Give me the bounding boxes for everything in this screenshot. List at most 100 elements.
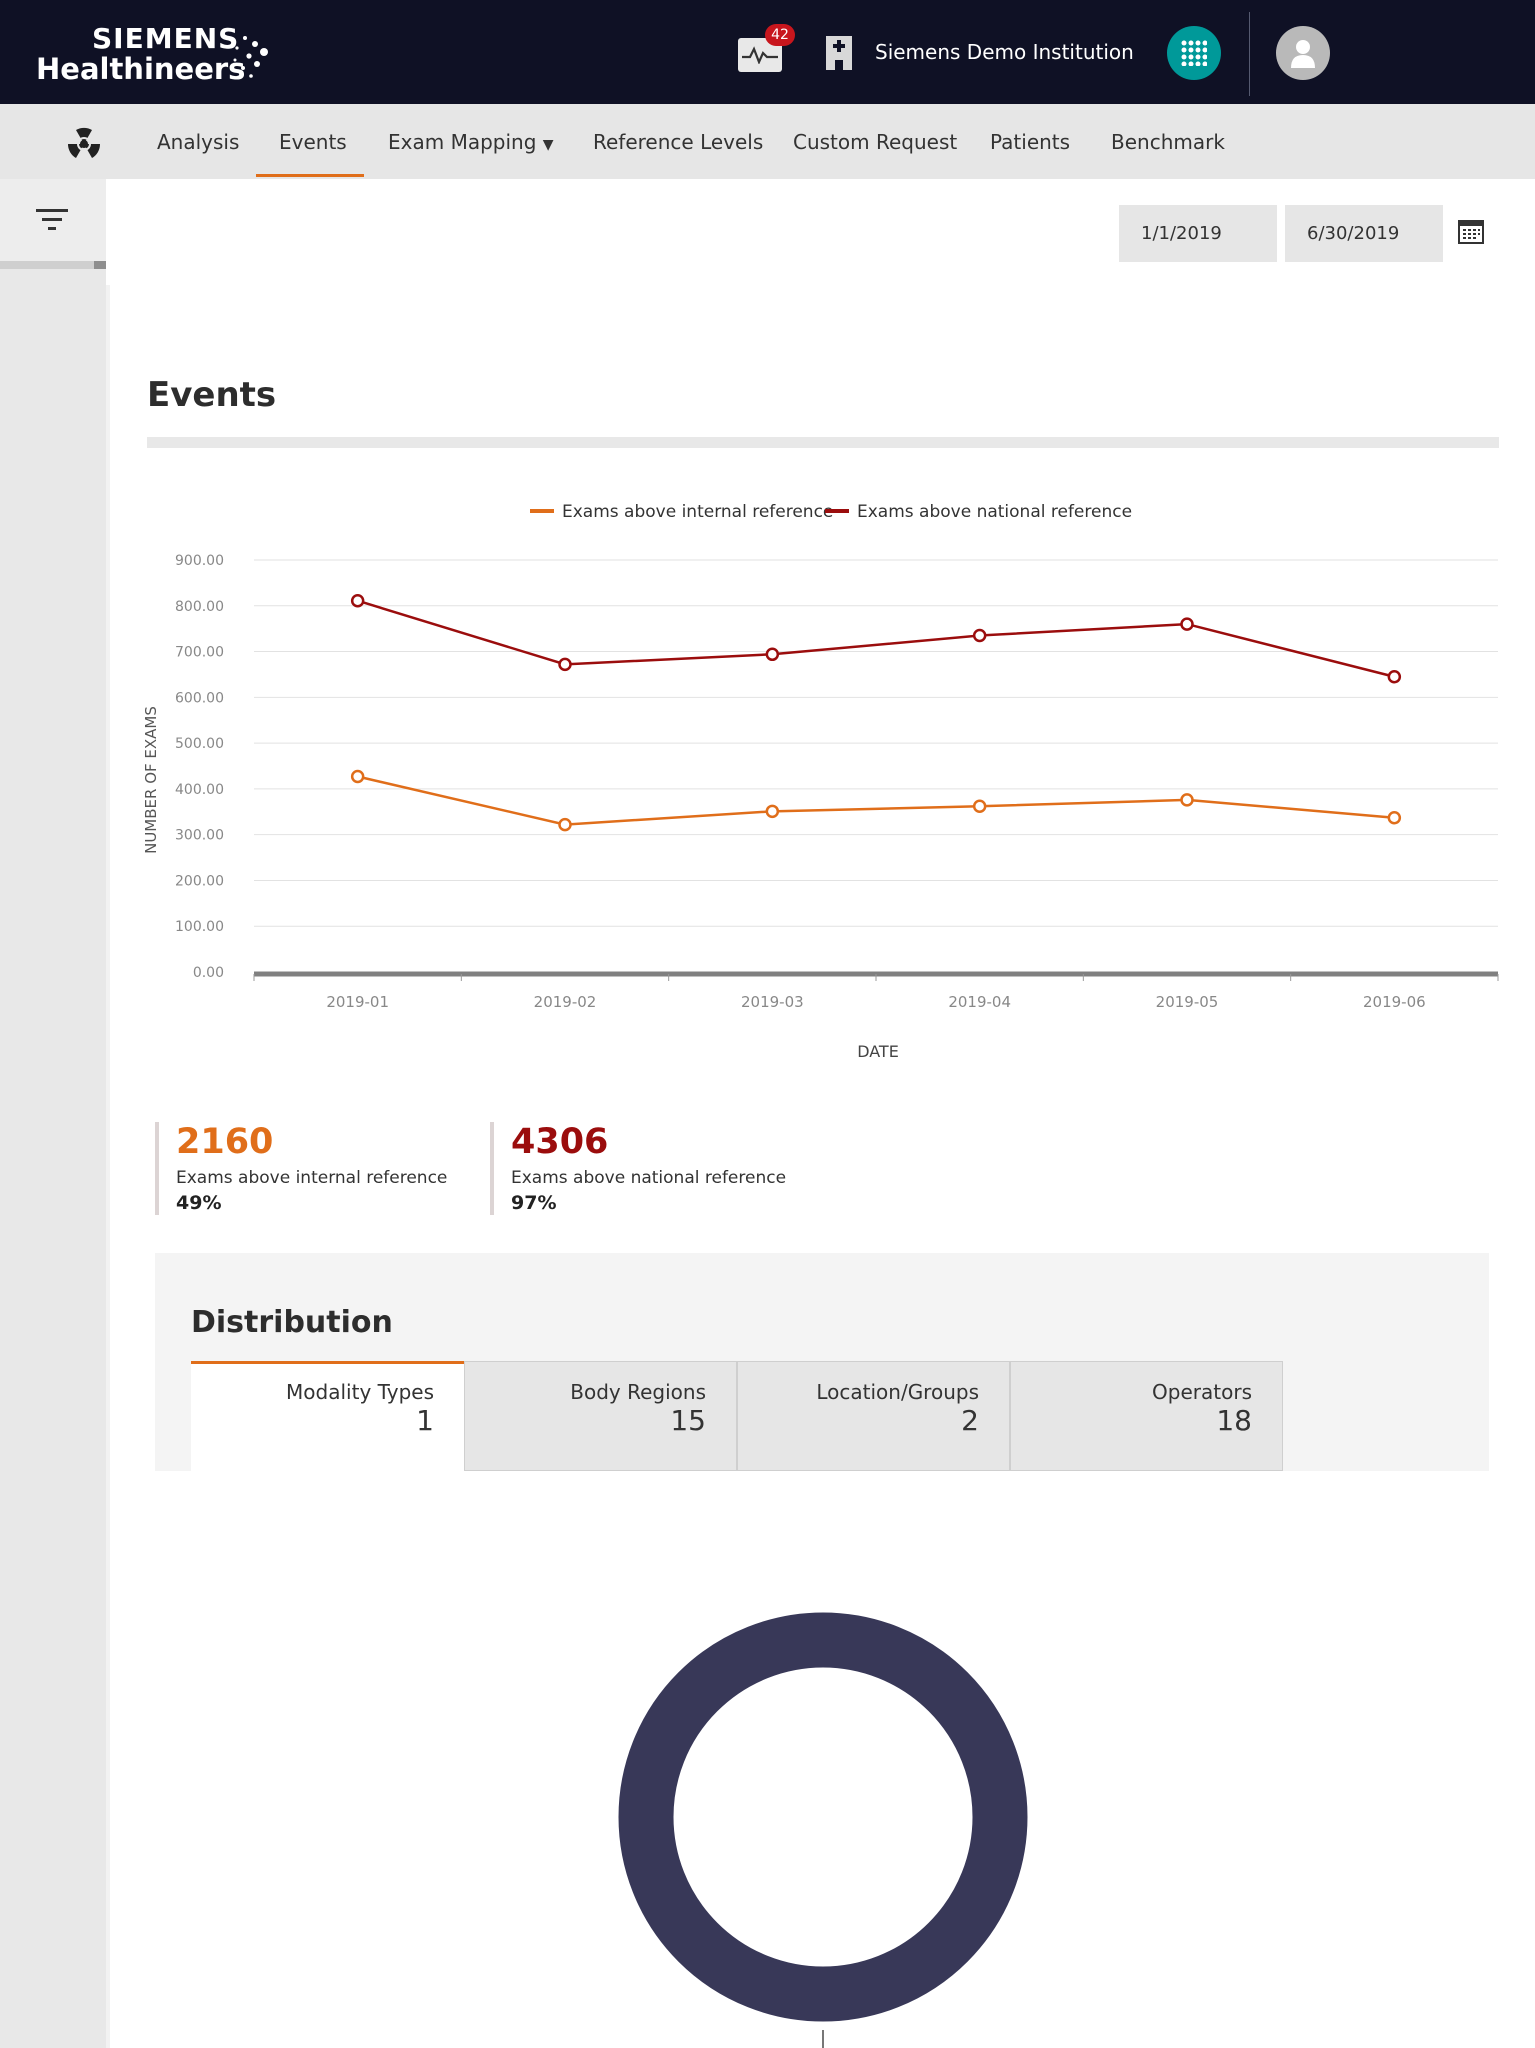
kpi-internal-percent: 49% bbox=[176, 1192, 222, 1214]
x-tick-label: 2019-06 bbox=[1363, 993, 1426, 1011]
data-point[interactable] bbox=[1387, 669, 1402, 684]
tab-count: 2 bbox=[961, 1404, 979, 1437]
tab-label: Body Regions bbox=[570, 1380, 706, 1404]
x-tick-label: 2019-05 bbox=[1156, 993, 1219, 1011]
y-axis-label: NUMBER OF EXAMS bbox=[142, 706, 160, 854]
user-avatar-button[interactable] bbox=[1276, 26, 1330, 80]
chart-legend: Exams above internal reference Exams abov… bbox=[530, 502, 1132, 522]
events-line-chart: Exams above internal reference Exams abov… bbox=[142, 502, 1499, 1061]
top-header: SIEMENS Healthineers 42 Siemens D bbox=[0, 0, 1535, 104]
data-point[interactable] bbox=[765, 804, 780, 819]
chart-series bbox=[350, 593, 1402, 832]
apps-grid-icon bbox=[1181, 40, 1207, 66]
legend-label[interactable]: Exams above national reference bbox=[857, 502, 1132, 522]
y-tick-label: 500.00 bbox=[175, 736, 224, 752]
data-point[interactable] bbox=[1387, 810, 1402, 825]
brand-dots-icon bbox=[233, 36, 268, 78]
tab-location-groups[interactable]: Location/Groups 2 bbox=[737, 1361, 1010, 1471]
activity-icon bbox=[742, 46, 778, 64]
kpi-internal: 2160 Exams above internal reference 49% bbox=[155, 1122, 447, 1215]
kpi-internal-label: Exams above internal reference bbox=[176, 1168, 448, 1188]
data-point[interactable] bbox=[350, 593, 365, 608]
legend-swatch bbox=[825, 509, 849, 513]
distribution-panel: Distribution Modality Types 1 Body Regio… bbox=[155, 1253, 1489, 1471]
donut-slice[interactable] bbox=[618, 1612, 1028, 2022]
kpi-national-percent: 97% bbox=[511, 1192, 557, 1214]
kpi-internal-value: 2160 bbox=[176, 1122, 274, 1162]
nav-exam-mapping-label: Exam Mapping bbox=[388, 130, 537, 154]
series-line bbox=[357, 599, 1395, 678]
chart-grid bbox=[254, 559, 1498, 977]
apps-button[interactable] bbox=[1167, 26, 1221, 80]
x-tick-label: 2019-03 bbox=[741, 993, 804, 1011]
tab-modality-types[interactable]: Modality Types 1 bbox=[191, 1361, 464, 1471]
data-point[interactable] bbox=[765, 647, 780, 662]
tab-label: Operators bbox=[1152, 1380, 1252, 1404]
nav-events[interactable]: Events bbox=[279, 130, 347, 154]
legend-label[interactable]: Exams above internal reference bbox=[562, 502, 833, 522]
filter-icon bbox=[36, 209, 68, 230]
data-point[interactable] bbox=[1180, 617, 1194, 631]
data-point[interactable] bbox=[1180, 793, 1194, 807]
tab-label: Modality Types bbox=[286, 1380, 434, 1404]
brand-line2: Healthineers bbox=[36, 52, 246, 86]
radiation-icon[interactable] bbox=[66, 126, 102, 160]
sidebar-resize-handle[interactable] bbox=[0, 261, 106, 269]
y-tick-label: 600.00 bbox=[175, 690, 224, 706]
y-axis-ticks: 0.00 100.00 200.00 300.00 400.00 500.00 600.00… bbox=[175, 553, 224, 981]
filter-toggle[interactable] bbox=[0, 179, 106, 263]
x-axis-label: DATE bbox=[857, 1042, 899, 1061]
tab-count: 1 bbox=[416, 1404, 434, 1437]
active-tab-indicator bbox=[256, 174, 364, 177]
x-tick-label: 2019-02 bbox=[534, 993, 597, 1011]
institution-selector[interactable]: Siemens Demo Institution bbox=[875, 40, 1134, 64]
sidebar-edge bbox=[106, 285, 110, 2048]
kpi-national: 4306 Exams above national reference 97% bbox=[490, 1122, 786, 1215]
nav-analysis[interactable]: Analysis bbox=[157, 130, 240, 154]
data-point[interactable] bbox=[558, 657, 572, 672]
distribution-title: Distribution bbox=[191, 1305, 393, 1340]
title-divider bbox=[147, 437, 1499, 448]
chevron-down-icon: ▼ bbox=[542, 137, 554, 153]
header-divider bbox=[1249, 12, 1250, 96]
y-tick-label: 700.00 bbox=[175, 645, 224, 661]
tab-count: 18 bbox=[1216, 1404, 1252, 1437]
start-date-input[interactable] bbox=[1119, 205, 1277, 262]
data-point[interactable] bbox=[972, 628, 987, 643]
kpi-national-label: Exams above national reference bbox=[511, 1168, 787, 1188]
y-tick-label: 200.00 bbox=[175, 873, 224, 889]
hospital-icon bbox=[826, 36, 852, 70]
nav-custom-request[interactable]: Custom Request bbox=[793, 130, 958, 154]
y-tick-label: 800.00 bbox=[175, 599, 224, 615]
page-title: Events bbox=[147, 375, 277, 415]
notification-badge: 42 bbox=[765, 24, 795, 46]
nav-reference-levels[interactable]: Reference Levels bbox=[593, 130, 764, 154]
resize-knob bbox=[94, 261, 106, 269]
brand-line1: SIEMENS bbox=[92, 22, 240, 55]
y-tick-label: 400.00 bbox=[175, 782, 224, 798]
filter-sidebar bbox=[0, 179, 106, 2048]
data-point[interactable] bbox=[350, 769, 365, 784]
y-tick-label: 900.00 bbox=[175, 553, 224, 569]
tab-operators[interactable]: Operators 18 bbox=[1010, 1361, 1283, 1471]
user-icon bbox=[1291, 40, 1315, 68]
tab-label: Location/Groups bbox=[816, 1380, 979, 1404]
nav-exam-mapping[interactable]: Exam Mapping ▼ bbox=[388, 130, 554, 154]
legend-swatch bbox=[530, 509, 554, 513]
nav-patients[interactable]: Patients bbox=[990, 130, 1071, 154]
tab-count: 15 bbox=[670, 1404, 706, 1437]
x-tick-label: 2019-01 bbox=[326, 993, 389, 1011]
main-nav: Analysis Events Exam Mapping ▼ Reference… bbox=[0, 104, 1535, 179]
distribution-donut-chart bbox=[618, 1612, 1028, 2048]
x-tick-label: 2019-04 bbox=[948, 993, 1011, 1011]
data-point[interactable] bbox=[558, 817, 572, 832]
end-date-input[interactable] bbox=[1285, 205, 1443, 262]
tab-body-regions[interactable]: Body Regions 15 bbox=[464, 1361, 737, 1471]
nav-benchmark[interactable]: Benchmark bbox=[1111, 130, 1225, 154]
y-tick-label: 300.00 bbox=[175, 828, 224, 844]
y-tick-label: 0.00 bbox=[193, 965, 224, 981]
series-line bbox=[357, 775, 1395, 826]
calendar-icon[interactable] bbox=[1458, 218, 1484, 244]
y-tick-label: 100.00 bbox=[175, 919, 224, 935]
data-point[interactable] bbox=[972, 799, 987, 814]
